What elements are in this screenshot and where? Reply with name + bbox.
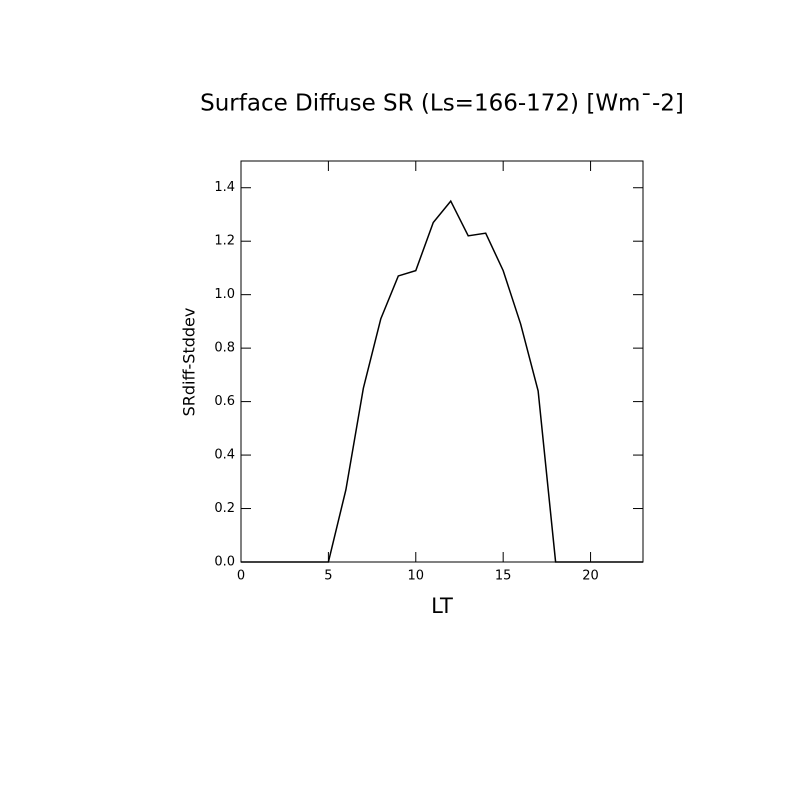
y-tick-label: 1.2 bbox=[214, 234, 235, 249]
y-tick-label: 0.6 bbox=[214, 394, 235, 409]
line-series bbox=[241, 199, 643, 563]
y-tick-label: 1.0 bbox=[214, 287, 235, 302]
y-tick-label: 0.8 bbox=[214, 341, 235, 356]
plot-frame bbox=[240, 160, 644, 563]
y-tick-label: 0.0 bbox=[214, 555, 235, 570]
y-tick-label: 0.4 bbox=[214, 448, 235, 463]
y-tick-label: 0.2 bbox=[214, 501, 235, 516]
x-tick-label: 20 bbox=[582, 569, 599, 584]
y-axis-label: SRdiff-Stddev bbox=[180, 308, 199, 417]
x-tick-label: 5 bbox=[324, 569, 332, 584]
chart-title: Surface Diffuse SR (Ls=166-172) [Wm¯-2] bbox=[200, 91, 684, 117]
x-tick-label: 10 bbox=[408, 569, 425, 584]
x-tick-label: 15 bbox=[495, 569, 512, 584]
x-axis-label: LT bbox=[431, 594, 453, 618]
y-tick-label: 1.4 bbox=[214, 180, 235, 195]
x-tick-label: 0 bbox=[237, 569, 245, 584]
